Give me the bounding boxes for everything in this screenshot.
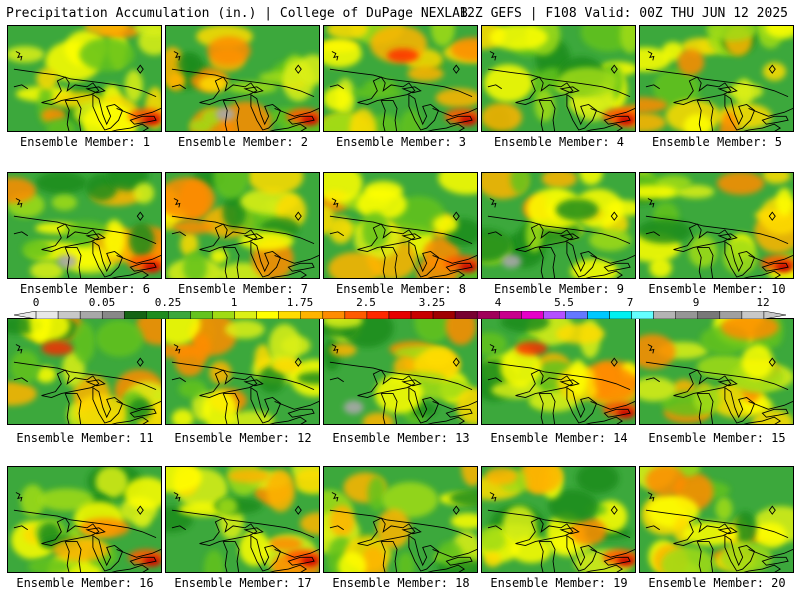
ensemble-map-10 xyxy=(639,172,794,279)
chart-title: Precipitation Accumulation (in.) | Colle… xyxy=(6,6,468,21)
colorbar-tick-label: 1.75 xyxy=(286,296,314,309)
ensemble-member-label: Ensemble Member: 8 xyxy=(335,282,467,296)
ensemble-map-20 xyxy=(639,466,794,573)
ensemble-member-label: Ensemble Member: 14 xyxy=(490,431,628,445)
ensemble-map-15 xyxy=(639,318,794,425)
colorbar-tick-label: 0 xyxy=(32,296,40,309)
ensemble-map-11 xyxy=(7,318,162,425)
ensemble-map-12 xyxy=(165,318,320,425)
ensemble-map-6 xyxy=(7,172,162,279)
colorbar xyxy=(14,311,786,319)
ensemble-member-label: Ensemble Member: 2 xyxy=(177,135,309,149)
colorbar-tick-label: 1 xyxy=(230,296,238,309)
ensemble-map-16 xyxy=(7,466,162,573)
ensemble-member-label: Ensemble Member: 19 xyxy=(490,576,628,590)
ensemble-map-5 xyxy=(639,25,794,132)
colorbar-tick-label: 7 xyxy=(626,296,634,309)
colorbar-tick-label: 4 xyxy=(494,296,502,309)
ensemble-map-17 xyxy=(165,466,320,573)
colorbar-tick-label: 9 xyxy=(692,296,700,309)
ensemble-map-7 xyxy=(165,172,320,279)
ensemble-member-label: Ensemble Member: 20 xyxy=(648,576,786,590)
ensemble-member-label: Ensemble Member: 9 xyxy=(493,282,625,296)
ensemble-member-label: Ensemble Member: 7 xyxy=(177,282,309,296)
ensemble-member-label: Ensemble Member: 12 xyxy=(174,431,312,445)
ensemble-member-label: Ensemble Member: 15 xyxy=(648,431,786,445)
ensemble-member-label: Ensemble Member: 16 xyxy=(16,576,154,590)
run-valid-time: 12Z GEFS | F108 Valid: 00Z THU JUN 12 20… xyxy=(459,6,788,21)
ensemble-map-9 xyxy=(481,172,636,279)
colorbar-tick-label: 12 xyxy=(756,296,770,309)
ensemble-map-4 xyxy=(481,25,636,132)
ensemble-map-13 xyxy=(323,318,478,425)
ensemble-map-1 xyxy=(7,25,162,132)
ensemble-member-label: Ensemble Member: 4 xyxy=(493,135,625,149)
ensemble-member-label: Ensemble Member: 13 xyxy=(332,431,470,445)
ensemble-member-label: Ensemble Member: 1 xyxy=(19,135,151,149)
colorbar-tick-label: 0.25 xyxy=(154,296,182,309)
ensemble-member-label: Ensemble Member: 5 xyxy=(651,135,783,149)
ensemble-member-label: Ensemble Member: 6 xyxy=(19,282,151,296)
ensemble-map-8 xyxy=(323,172,478,279)
ensemble-map-19 xyxy=(481,466,636,573)
ensemble-map-3 xyxy=(323,25,478,132)
ensemble-member-label: Ensemble Member: 18 xyxy=(332,576,470,590)
colorbar-tick-label: 5.5 xyxy=(554,296,574,309)
colorbar-tick-label: 3.25 xyxy=(418,296,446,309)
ensemble-member-label: Ensemble Member: 17 xyxy=(174,576,312,590)
ensemble-map-14 xyxy=(481,318,636,425)
ensemble-member-label: Ensemble Member: 10 xyxy=(648,282,786,296)
colorbar-tick-label: 2.5 xyxy=(356,296,376,309)
ensemble-member-label: Ensemble Member: 11 xyxy=(16,431,154,445)
ensemble-map-2 xyxy=(165,25,320,132)
colorbar-tick-label: 0.05 xyxy=(88,296,116,309)
ensemble-member-label: Ensemble Member: 3 xyxy=(335,135,467,149)
ensemble-map-18 xyxy=(323,466,478,573)
